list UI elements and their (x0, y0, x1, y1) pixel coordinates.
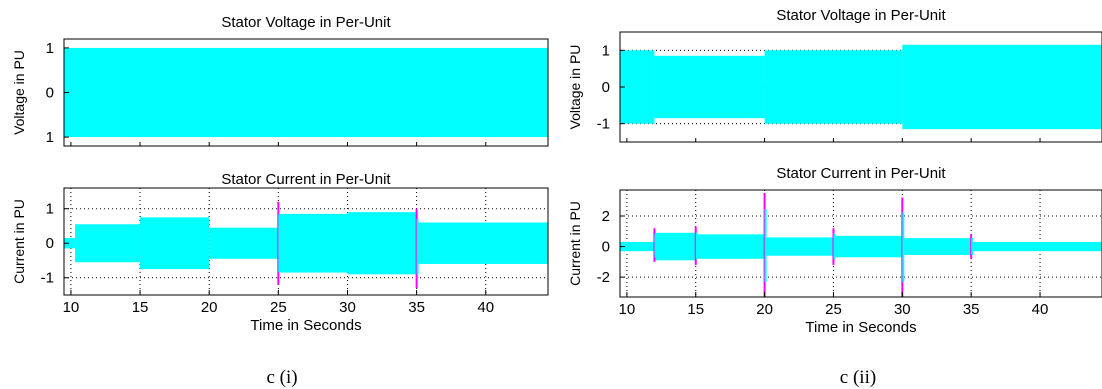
x-tick-label: 20 (201, 299, 218, 316)
caption-right: c (ii) (840, 367, 876, 388)
envelope-segment (64, 47, 548, 138)
plot-frame (619, 189, 1102, 298)
x-tick-label: 25 (270, 299, 287, 316)
x-tick-label: 10 (619, 301, 636, 318)
envelope-segment (416, 222, 548, 264)
y-axis-label: Current in PU (11, 199, 27, 284)
x-tick-label: 10 (63, 299, 80, 316)
x-tick-label: 15 (687, 301, 704, 318)
y-tick-label: 1 (602, 42, 610, 59)
y-tick-label: 1 (46, 201, 54, 218)
y-tick-label: 0 (602, 239, 610, 256)
y-tick-label: -1 (597, 116, 610, 133)
y-tick-label: -2 (597, 269, 610, 286)
y-tick-label: 1 (46, 129, 54, 146)
envelope-segment (971, 241, 1102, 252)
y-axis-label: Voltage in PU (567, 45, 583, 130)
envelope-segment (654, 55, 765, 119)
x-axis-label: Time in Seconds (250, 317, 361, 334)
envelope-segment (278, 213, 348, 273)
chart-3: -1 0 1 Stator Voltage in Per-Unit Voltage in… (567, 7, 1102, 143)
x-tick-label: 25 (825, 301, 842, 318)
x-tick-label: 30 (894, 301, 911, 318)
y-tick-label: 0 (46, 85, 54, 102)
y-tick-label: -1 (41, 270, 54, 287)
y-tick-label: 1 (46, 40, 54, 57)
envelope-segment (902, 44, 1102, 130)
x-tick-label: 15 (132, 299, 149, 316)
x-tick-label: 40 (1032, 301, 1049, 318)
envelope-segment (347, 212, 417, 275)
y-tick-label: 0 (46, 235, 54, 252)
chart-1: 1 0 1 Stator Voltage in Per-Unit Voltage in … (11, 14, 549, 147)
envelope-segment (64, 238, 76, 249)
chart-title: Stator Current in Per-Unit (776, 165, 946, 182)
envelope-segment (764, 237, 834, 256)
envelope-segment (620, 50, 655, 124)
envelope-segment (75, 224, 141, 263)
chart-title: Stator Voltage in Per-Unit (776, 7, 946, 24)
envelope-segment (764, 50, 903, 124)
caption-left: c (i) (266, 367, 297, 388)
envelope-segment (209, 227, 279, 259)
x-tick-label: 30 (339, 299, 356, 316)
x-tick-label: 35 (408, 299, 425, 316)
chart-2: -1 0 1 10 15 20 25 30 35 40 Stator Current in Per-… (11, 171, 549, 334)
y-axis-label: Current in PU (567, 201, 583, 286)
envelope-segment (140, 217, 210, 270)
envelope-segment (654, 232, 696, 261)
x-tick-label: 35 (963, 301, 980, 318)
x-axis-label: Time in Seconds (805, 319, 916, 336)
x-tick-label: 40 (477, 299, 494, 316)
envelope-segment (902, 238, 972, 255)
y-tick-label: 2 (602, 208, 610, 225)
chart-title: Stator Voltage in Per-Unit (221, 14, 391, 31)
x-tick-label: 20 (756, 301, 773, 318)
y-axis-label: Voltage in PU (11, 50, 27, 135)
y-tick-label: 0 (602, 79, 610, 96)
envelope-segment (833, 235, 903, 258)
envelope-segment (620, 241, 655, 252)
envelope-segment (695, 234, 765, 259)
chart-4: -2 0 2 10 15 20 25 30 35 40 Stator Current in Per-… (567, 165, 1102, 336)
chart-title: Stator Current in Per-Unit (221, 171, 391, 188)
plot-frame (63, 187, 549, 296)
